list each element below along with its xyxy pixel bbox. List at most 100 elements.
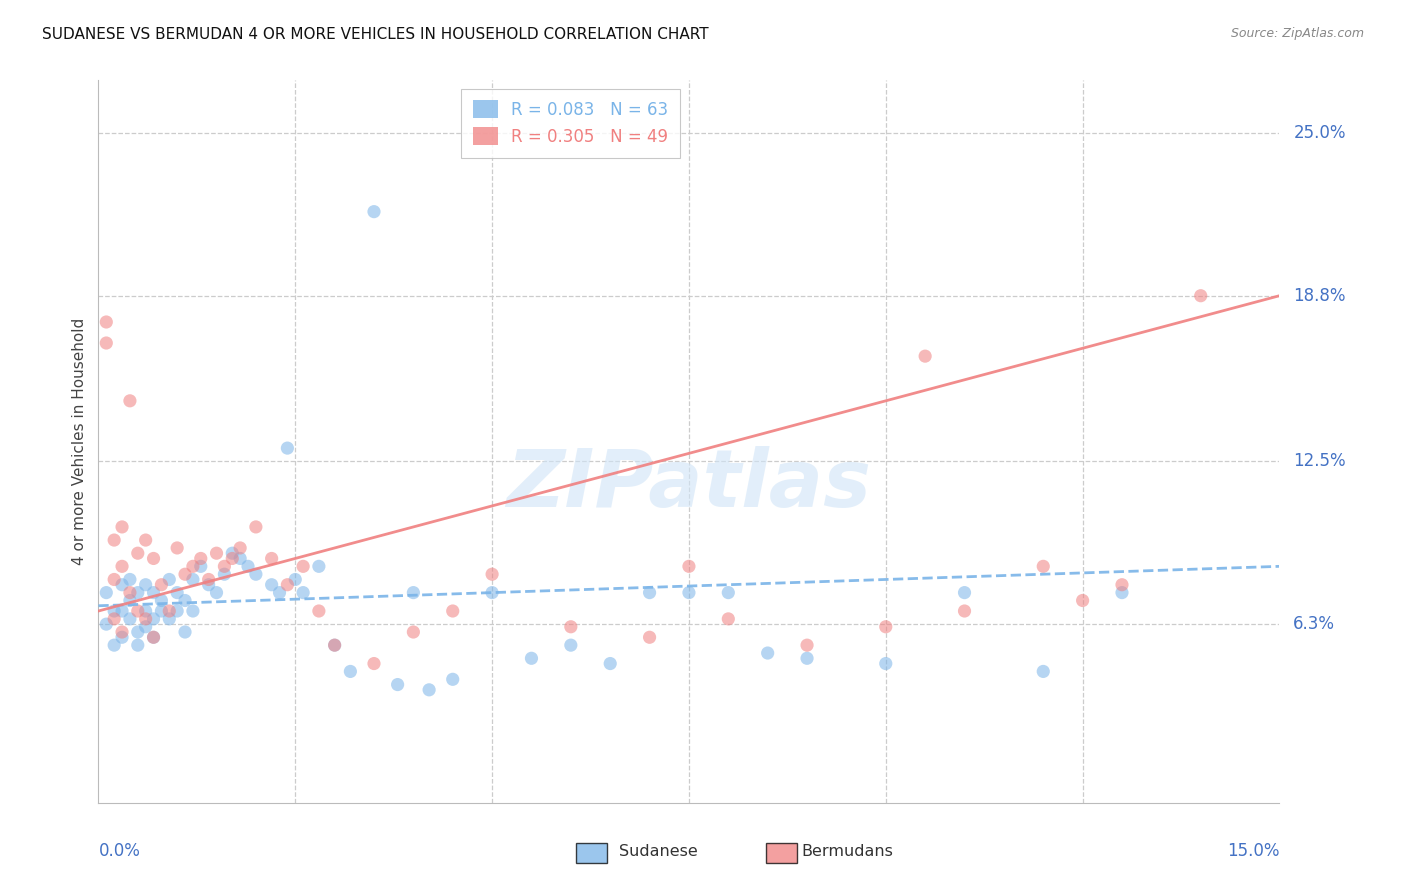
Point (481, 585, 503, 599)
Point (560, 620, 582, 634)
Point (103, 604, 125, 618)
Point (174, 625, 197, 640)
Point (142, 630, 165, 644)
Point (323, 638, 346, 652)
Point (638, 585, 661, 599)
Point (914, 349, 936, 363)
Point (678, 559, 700, 574)
Text: Source: ZipAtlas.com: Source: ZipAtlas.com (1230, 27, 1364, 40)
Point (260, 551, 283, 566)
Point (181, 559, 204, 574)
Point (323, 638, 346, 652)
Text: 25.0%: 25.0% (1294, 124, 1346, 142)
Point (118, 585, 141, 599)
Point (276, 441, 298, 455)
Point (166, 604, 188, 618)
Point (292, 559, 315, 574)
Point (142, 585, 165, 599)
Point (96, 336, 118, 351)
Point (174, 567, 197, 582)
Point (127, 546, 149, 560)
Point (103, 612, 125, 626)
Point (135, 612, 157, 626)
Point (190, 559, 212, 574)
Point (157, 604, 180, 618)
Point (157, 573, 180, 587)
Point (953, 585, 976, 599)
Point (229, 541, 252, 555)
Point (875, 620, 897, 634)
Point (142, 630, 165, 644)
Point (260, 578, 283, 592)
Point (481, 567, 503, 582)
Text: ZIPatlas: ZIPatlas (506, 446, 872, 524)
Point (111, 630, 134, 644)
Point (1111, 578, 1133, 592)
Text: 15.0%: 15.0% (1227, 842, 1279, 860)
Point (221, 551, 243, 566)
Point (520, 651, 543, 665)
Y-axis label: 4 or more Vehicles in Household: 4 or more Vehicles in Household (72, 318, 87, 566)
Point (717, 612, 740, 626)
Point (308, 559, 330, 574)
Point (118, 612, 141, 626)
Point (197, 578, 219, 592)
Point (205, 546, 228, 560)
Point (418, 682, 440, 697)
Point (214, 559, 236, 574)
Point (157, 612, 180, 626)
Point (118, 573, 141, 587)
Point (174, 593, 197, 607)
Point (269, 585, 291, 599)
Point (387, 677, 409, 691)
Point (150, 578, 173, 592)
Point (142, 551, 165, 566)
Point (127, 604, 149, 618)
Text: 0.0%: 0.0% (98, 842, 141, 860)
Point (229, 551, 252, 566)
Text: Bermudans: Bermudans (801, 845, 893, 859)
Point (402, 625, 425, 640)
Text: 18.8%: 18.8% (1294, 286, 1346, 305)
Point (127, 585, 149, 599)
Point (221, 546, 243, 560)
Text: 6.3%: 6.3% (1294, 615, 1336, 633)
Point (103, 573, 125, 587)
Point (111, 559, 134, 574)
Point (197, 573, 219, 587)
Point (236, 559, 259, 574)
Point (953, 604, 976, 618)
Point (292, 585, 315, 599)
Point (796, 638, 818, 652)
Point (111, 578, 134, 592)
Point (1071, 593, 1094, 607)
Point (796, 651, 818, 665)
Point (441, 604, 464, 618)
Legend: R = 0.083   N = 63, R = 0.305   N = 49: R = 0.083 N = 63, R = 0.305 N = 49 (461, 88, 681, 158)
Point (150, 604, 173, 618)
Text: Sudanese: Sudanese (619, 845, 697, 859)
Point (96, 617, 118, 632)
Point (205, 585, 228, 599)
Point (150, 593, 173, 607)
Point (135, 620, 157, 634)
Point (276, 578, 298, 592)
Point (363, 204, 385, 219)
Text: 12.5%: 12.5% (1294, 452, 1346, 470)
Point (111, 625, 134, 640)
Point (166, 541, 188, 555)
Point (402, 585, 425, 599)
Point (1111, 585, 1133, 599)
Point (441, 673, 464, 687)
Point (308, 604, 330, 618)
Point (181, 573, 204, 587)
Point (111, 520, 134, 534)
Point (245, 567, 267, 582)
Point (756, 646, 779, 660)
Point (678, 585, 700, 599)
Point (245, 520, 267, 534)
Point (875, 657, 897, 671)
Point (103, 638, 125, 652)
Point (190, 551, 212, 566)
Point (717, 585, 740, 599)
